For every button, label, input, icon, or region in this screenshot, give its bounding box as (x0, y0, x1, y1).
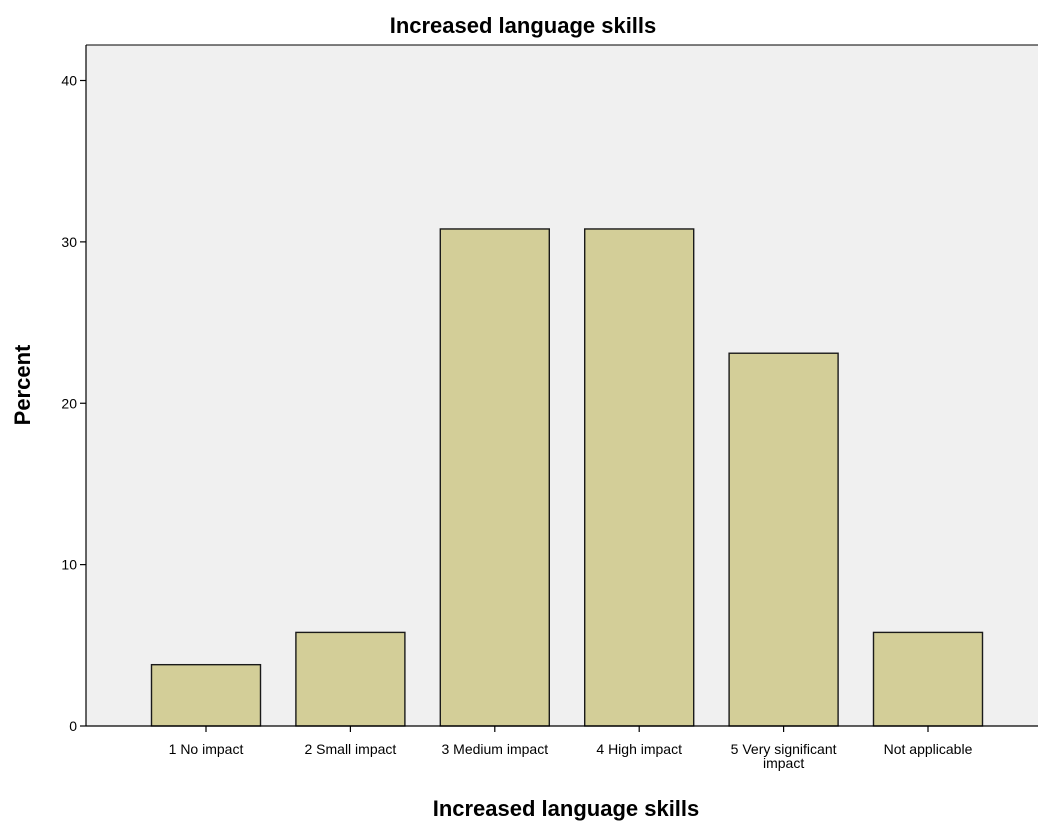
x-tick-label-line: impact (763, 755, 804, 771)
x-tick-label: 3 Medium impact (442, 741, 549, 757)
x-tick-label-line: 5 Very significant (731, 741, 837, 757)
y-axis-label: Percent (10, 344, 35, 425)
bar (584, 228, 695, 727)
x-tick-label: 1 No impact (169, 741, 244, 757)
x-tick-label-line: 1 No impact (169, 741, 244, 757)
bar (150, 663, 262, 727)
y-axis-ticks: 0 10 20 30 40 (61, 73, 86, 734)
y-tick-label: 20 (61, 395, 77, 411)
x-tick-label-line: 4 High impact (596, 741, 682, 757)
bar (728, 352, 839, 727)
y-tick-label: 0 (69, 718, 77, 734)
x-tick-label-line: 2 Small impact (304, 741, 396, 757)
y-tick-label: 30 (61, 234, 77, 250)
bar (439, 228, 550, 727)
chart-title: Increased language skills (390, 13, 657, 38)
y-tick-label: 40 (61, 73, 77, 89)
x-tick-label-line: 3 Medium impact (442, 741, 549, 757)
x-tick-label: 4 High impact (596, 741, 682, 757)
x-tick-label: 5 Very significant impact (731, 741, 837, 771)
bar (872, 631, 984, 727)
x-axis-ticks: 1 No impact 2 Small impact 3 Medium impact… (169, 726, 973, 771)
bars-group (150, 228, 984, 727)
x-tick-label-line: Not applicable (884, 741, 973, 757)
y-tick-label: 10 (61, 557, 77, 573)
bar (295, 631, 406, 727)
x-tick-label: 2 Small impact (304, 741, 396, 757)
x-tick-label: Not applicable (884, 741, 973, 757)
x-axis-label: Increased language skills (433, 796, 700, 821)
plot-area (86, 45, 1038, 726)
